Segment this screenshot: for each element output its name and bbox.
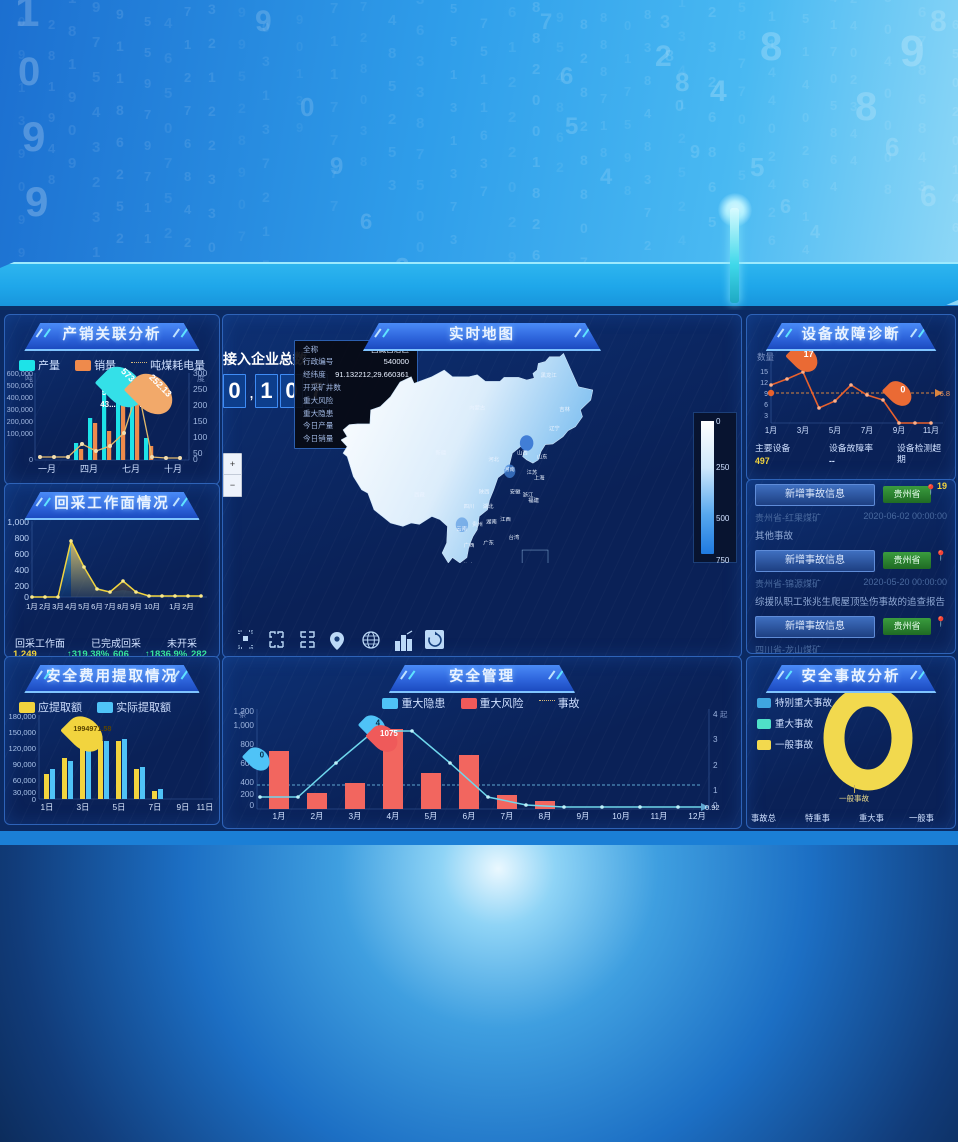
svg-text:6月: 6月 — [91, 602, 103, 611]
svg-text:90,000: 90,000 — [13, 760, 36, 769]
svg-text:安徽: 安徽 — [510, 488, 521, 496]
svg-text:7月: 7月 — [104, 602, 116, 611]
svg-text:10月: 10月 — [612, 811, 630, 821]
svg-text:0.92: 0.92 — [705, 803, 720, 812]
svg-text:1月: 1月 — [765, 426, 777, 435]
svg-text:0: 0 — [24, 592, 29, 602]
svg-text:15: 15 — [760, 369, 768, 376]
svg-text:150,000: 150,000 — [9, 728, 36, 737]
svg-text:9月: 9月 — [130, 602, 142, 611]
svg-text:11月: 11月 — [651, 811, 668, 821]
svg-text:200: 200 — [193, 400, 207, 410]
svg-text:400: 400 — [240, 778, 254, 787]
svg-text:3: 3 — [713, 735, 718, 744]
svg-text:6: 6 — [764, 402, 768, 409]
svg-text:江苏: 江苏 — [527, 468, 538, 476]
svg-text:四川: 四川 — [464, 503, 475, 510]
svg-text:1日: 1日 — [41, 802, 54, 812]
svg-text:浙江: 浙江 — [523, 491, 534, 499]
svg-text:120,000: 120,000 — [9, 744, 36, 753]
svg-text:12: 12 — [760, 380, 768, 387]
svg-text:4月: 4月 — [65, 602, 77, 611]
svg-text:9月: 9月 — [577, 811, 590, 821]
svg-text:条: 条 — [239, 709, 247, 719]
svg-text:0: 0 — [32, 795, 36, 804]
svg-text:0: 0 — [193, 454, 198, 464]
svg-text:一月: 一月 — [38, 464, 56, 474]
svg-text:9: 9 — [764, 391, 768, 398]
svg-text:4月: 4月 — [387, 811, 400, 821]
svg-text:5月: 5月 — [425, 811, 438, 821]
svg-text:7月: 7月 — [861, 426, 873, 435]
svg-text:吨: 吨 — [25, 373, 33, 383]
svg-text:海南: 海南 — [464, 561, 475, 563]
svg-text:300,000: 300,000 — [7, 405, 33, 414]
svg-text:2: 2 — [713, 761, 718, 770]
svg-text:0: 0 — [249, 801, 254, 810]
svg-text:3月: 3月 — [349, 811, 362, 821]
svg-text:3月: 3月 — [797, 426, 809, 435]
svg-text:2月: 2月 — [311, 811, 324, 821]
svg-text:1,000: 1,000 — [234, 721, 255, 730]
svg-text:3: 3 — [764, 413, 768, 420]
svg-text:1月: 1月 — [26, 602, 38, 611]
svg-text:9日: 9日 — [177, 802, 190, 812]
svg-text:800: 800 — [15, 533, 30, 543]
svg-text:8月: 8月 — [117, 602, 129, 611]
svg-text:5月: 5月 — [829, 426, 841, 435]
svg-text:3月: 3月 — [52, 602, 64, 611]
svg-text:起: 起 — [720, 710, 728, 719]
svg-text:台湾: 台湾 — [509, 533, 520, 541]
svg-text:4: 4 — [713, 710, 718, 719]
svg-text:6.8: 6.8 — [940, 389, 950, 398]
svg-text:1月: 1月 — [273, 811, 286, 821]
svg-text:1: 1 — [713, 786, 718, 795]
svg-text:200,000: 200,000 — [7, 417, 33, 426]
svg-text:3日: 3日 — [77, 802, 90, 812]
svg-text:度: 度 — [197, 373, 205, 383]
svg-text:100: 100 — [193, 432, 207, 442]
svg-text:2月: 2月 — [182, 602, 194, 611]
svg-text:2月: 2月 — [39, 602, 51, 611]
svg-text:250: 250 — [193, 384, 207, 394]
svg-text:江西: 江西 — [500, 516, 511, 523]
svg-text:200: 200 — [15, 581, 30, 591]
svg-text:5日: 5日 — [113, 802, 126, 812]
svg-text:400: 400 — [15, 565, 30, 575]
svg-text:60,000: 60,000 — [13, 776, 36, 785]
svg-text:180,000: 180,000 — [9, 712, 36, 721]
svg-text:7日: 7日 — [149, 802, 162, 812]
svg-text:8月: 8月 — [539, 811, 552, 821]
svg-text:12月: 12月 — [688, 811, 706, 821]
svg-text:150: 150 — [193, 416, 207, 426]
svg-text:11日: 11日 — [197, 802, 214, 812]
svg-text:400,000: 400,000 — [7, 393, 33, 402]
svg-text:广东: 广东 — [483, 538, 494, 546]
svg-text:100,000: 100,000 — [7, 429, 33, 438]
svg-text:200: 200 — [240, 790, 254, 799]
svg-text:9月: 9月 — [893, 426, 905, 435]
svg-text:七月: 七月 — [122, 464, 140, 474]
svg-text:1月: 1月 — [169, 602, 181, 611]
svg-text:0: 0 — [29, 455, 33, 464]
svg-text:十月: 十月 — [164, 463, 182, 474]
svg-text:6月: 6月 — [463, 811, 476, 821]
svg-text:11月: 11月 — [923, 426, 939, 435]
svg-text:10月: 10月 — [144, 602, 160, 611]
svg-text:四月: 四月 — [80, 464, 98, 474]
svg-text:5月: 5月 — [78, 602, 90, 611]
svg-text:600: 600 — [15, 549, 30, 559]
svg-text:7月: 7月 — [501, 811, 514, 821]
svg-text:湖南: 湖南 — [486, 518, 497, 526]
